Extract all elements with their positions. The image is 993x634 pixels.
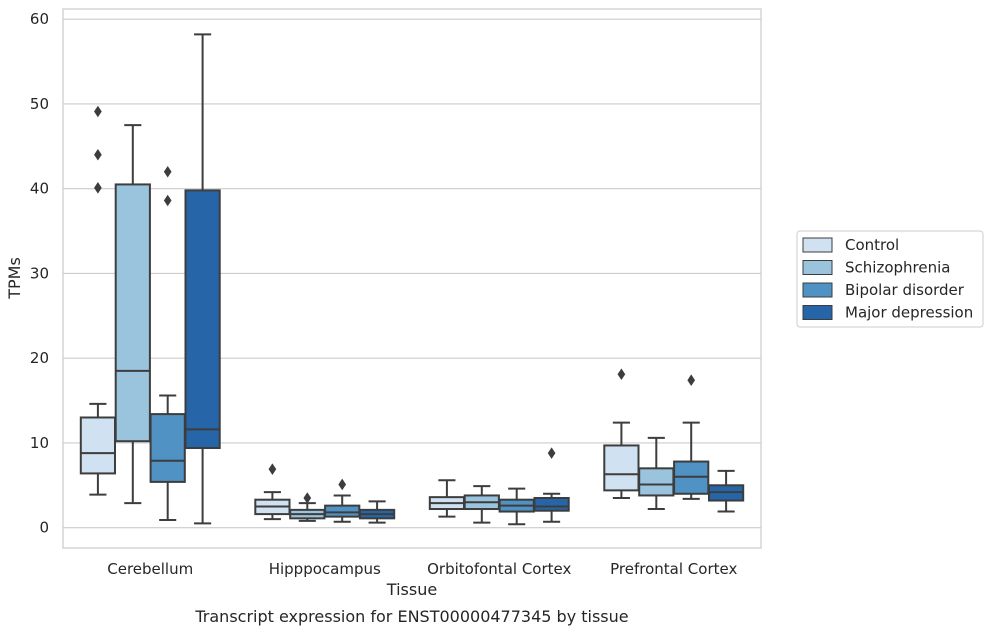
y-tick-label: 20: [30, 349, 49, 367]
box-control: [254, 463, 291, 521]
box-bipolar-disorder: [324, 478, 361, 523]
y-tick-label: 50: [30, 95, 49, 113]
box-control: [79, 105, 117, 496]
box-schizophrenia: [638, 436, 675, 511]
outlier-point: [617, 368, 626, 381]
box-iqr: [533, 496, 570, 512]
box-schizophrenia: [114, 124, 151, 505]
legend-frame: [796, 230, 984, 328]
box-iqr: [324, 504, 361, 518]
outlier-point: [163, 194, 172, 207]
box-major-depression: [358, 500, 396, 524]
box-bipolar-disorder: [149, 165, 186, 522]
box-schizophrenia: [463, 485, 500, 524]
box-control: [428, 479, 466, 518]
legend-swatch: [802, 260, 833, 275]
legend-label: Control: [845, 236, 899, 254]
y-tick-label: 0: [39, 519, 49, 537]
box-bipolar-disorder: [673, 374, 710, 500]
y-tick-label: 30: [30, 264, 49, 282]
box-major-depression: [707, 469, 745, 513]
outlier-point: [94, 182, 102, 194]
legend-swatch: [802, 305, 833, 320]
y-tick-label: 40: [30, 180, 49, 198]
x-tick-label: Prefrontal Cortex: [610, 560, 737, 578]
outlier-point: [94, 149, 102, 161]
chart-title: Transcript expression for ENST0000047734…: [194, 607, 628, 626]
legend-label: Schizophrenia: [845, 259, 950, 277]
box-iqr: [114, 183, 151, 443]
outlier-point: [268, 463, 277, 475]
outlier-point: [303, 492, 312, 504]
box-control: [603, 368, 640, 499]
outlier-point: [338, 478, 347, 491]
x-tick-label: Cerebellum: [107, 560, 193, 578]
box-iqr: [79, 416, 117, 475]
legend: Control Schizophrenia Bipolar disorder Majo…: [796, 230, 984, 328]
legend-swatch: [802, 237, 833, 253]
plot-frame: [62, 8, 762, 549]
box-iqr: [184, 189, 221, 449]
box-major-depression: [533, 447, 570, 523]
box-major-depression: [184, 33, 221, 525]
box-iqr: [603, 444, 640, 492]
x-tick-label: Hipppocampus: [269, 560, 381, 578]
y-tick-label: 10: [30, 434, 49, 452]
y-axis-label: TPMs: [5, 257, 24, 300]
legend-swatch: [802, 282, 833, 298]
legend-label: Bipolar disorder: [845, 281, 965, 299]
y-tick-labels: 0 10 20 30 40 50 60: [30, 10, 49, 536]
box-schizophrenia: [289, 492, 326, 522]
outlier-point: [94, 105, 102, 118]
outlier-point: [547, 447, 556, 459]
boxes: [79, 33, 745, 526]
box-iqr: [149, 413, 186, 483]
box-iqr: [638, 467, 675, 497]
x-axis-label: Tissue: [386, 580, 437, 599]
box-bipolar-disorder: [498, 487, 535, 526]
outlier-point: [163, 165, 172, 178]
y-tick-label: 60: [30, 10, 49, 28]
legend-label: Major depression: [845, 304, 973, 322]
outlier-point: [687, 374, 696, 386]
x-tick-label: Orbitofontal Cortex: [427, 560, 571, 578]
x-tick-labels: Cerebellum Hipppocampus Orbitofontal Corte…: [107, 560, 737, 578]
